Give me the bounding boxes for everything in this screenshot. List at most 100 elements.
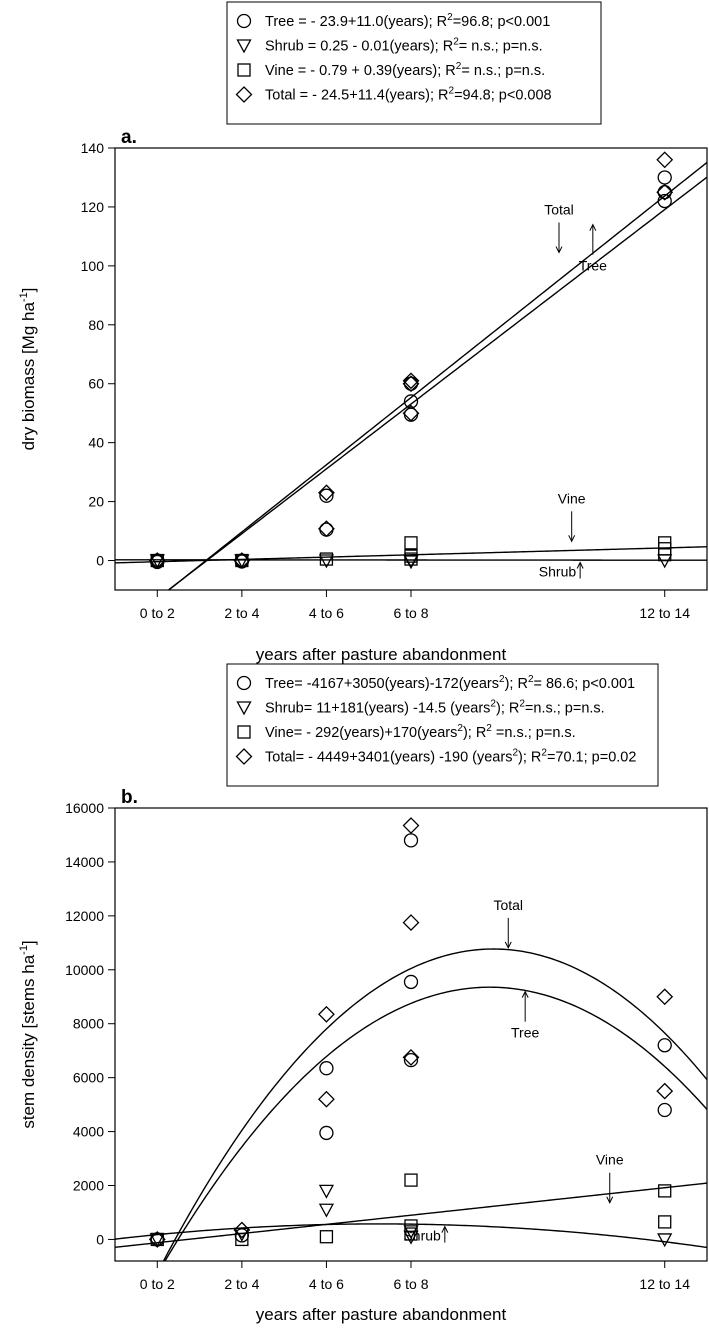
series-vine <box>150 1173 672 1247</box>
legend-marker-triangle-down <box>236 701 252 716</box>
data-point-tree <box>657 185 672 200</box>
annotation-arrowhead <box>555 246 563 254</box>
y-tick-label: 14000 <box>65 854 104 870</box>
y-tick-label: 16000 <box>65 800 104 816</box>
annotation-label: Shrub <box>539 564 577 580</box>
data-point-total <box>402 1049 420 1066</box>
data-point-total <box>318 520 335 538</box>
annotation-label: Vine <box>558 490 586 506</box>
legend-marker-diamond <box>235 86 253 103</box>
data-point-vine <box>404 1227 418 1241</box>
legend-marker-circle <box>236 13 252 29</box>
annotation-label: Total <box>544 202 574 218</box>
data-point-tree <box>403 974 419 990</box>
data-point-tree <box>657 1038 672 1053</box>
data-point-vine <box>319 1230 334 1244</box>
data-point-total <box>318 484 335 502</box>
data-point-vine <box>658 1215 672 1229</box>
legend-box <box>226 1 602 125</box>
legend-entry: Shrub= 11+181(years) -14.5 (years2​); R2… <box>265 699 605 717</box>
panel-label: b. <box>121 787 138 808</box>
data-point-tree <box>657 193 672 209</box>
series-vine <box>150 536 672 568</box>
annotation-label: Vine <box>596 1152 624 1168</box>
annotation-arrowhead <box>504 941 512 950</box>
legend-marker-square <box>237 725 251 739</box>
chart-panel-b: Tree= -4167+3050(years)-172(years2​); R2… <box>18 663 708 1324</box>
data-point-tree <box>657 170 672 185</box>
annotation-arrowhead <box>589 223 597 231</box>
data-point-total <box>233 1221 251 1239</box>
data-point-total <box>402 817 420 834</box>
legend-marker-circle <box>236 675 252 691</box>
x-tick-label: 0 to 2 <box>140 1276 175 1292</box>
data-point-shrub <box>318 1184 335 1199</box>
data-point-shrub <box>318 554 335 569</box>
fit-line-total <box>167 161 707 590</box>
series-total <box>148 151 674 569</box>
data-point-vine <box>404 1219 418 1233</box>
data-point-vine <box>658 1184 672 1198</box>
data-point-total <box>402 372 420 390</box>
annotation-label: Tree <box>579 258 607 274</box>
annotation-vine: Vine <box>558 490 586 543</box>
data-point-vine <box>235 1232 249 1247</box>
data-point-tree <box>403 376 419 391</box>
y-axis-label: stem density [stems ha-1] <box>18 940 38 1128</box>
annotation-shrub: Shrub <box>403 1225 449 1244</box>
y-axis-label: dry biomass [Mg ha-1] <box>18 288 38 451</box>
data-point-tree <box>319 1061 334 1076</box>
legend-entry: Tree= -4167+3050(years)-172(years2​); R2… <box>265 674 635 692</box>
data-point-vine <box>404 552 418 566</box>
fit-line-vine <box>115 1182 707 1248</box>
y-tick-label: 4000 <box>73 1124 104 1140</box>
y-tick-label: 80 <box>88 317 104 333</box>
data-point-shrub <box>318 1203 335 1218</box>
annotation-arrowhead <box>441 1225 449 1233</box>
data-point-total <box>402 914 420 932</box>
x-tick-label: 12 to 14 <box>639 605 690 621</box>
y-tick-label: 2000 <box>73 1178 104 1194</box>
y-tick-label: 120 <box>81 199 105 215</box>
legend-box <box>226 663 659 787</box>
fit-line-tree <box>164 986 707 1261</box>
legend-marker-triangle-down <box>236 39 252 54</box>
legend-marker-diamond <box>235 748 253 765</box>
data-point-tree <box>657 1102 672 1118</box>
data-point-total <box>318 1090 335 1108</box>
legend-entry: Tree = - 23.9+11.0(years); R2​=96.8; p<0… <box>265 12 550 30</box>
fit-lines <box>115 948 707 1261</box>
y-tick-label: 10000 <box>65 962 104 978</box>
data-point-total <box>402 404 420 422</box>
annotation-label: Total <box>493 897 523 913</box>
fit-line-total <box>162 948 707 1261</box>
annotation-shrub: Shrub <box>539 561 584 580</box>
y-tick-label: 6000 <box>73 1070 104 1086</box>
legend: Tree= -4167+3050(years)-172(years2​); R2… <box>226 663 659 787</box>
data-point-total <box>656 151 674 169</box>
legend-marker-square <box>237 63 251 77</box>
plot-area <box>114 147 708 591</box>
annotation-total: Total <box>493 897 523 950</box>
data-point-vine <box>150 553 164 568</box>
x-tick-label: 0 to 2 <box>140 605 175 621</box>
y-tick-label: 20 <box>88 494 104 510</box>
x-tick-label: 12 to 14 <box>639 1276 690 1292</box>
data-point-total <box>402 375 420 393</box>
legend-entry: Shrub = 0.25 - 0.01(years); R2​= n.s.; p… <box>265 37 543 55</box>
data-point-total <box>656 988 674 1006</box>
x-axis-label: years after pasture abandonment <box>256 645 507 664</box>
data-point-total <box>656 1082 674 1100</box>
data-point-total <box>656 183 674 201</box>
y-tick-label: 140 <box>81 140 105 156</box>
data-point-vine <box>404 1173 418 1187</box>
y-tick-label: 12000 <box>65 908 104 924</box>
y-tick-label: 8000 <box>73 1016 104 1032</box>
x-tick-label: 4 to 6 <box>309 605 344 621</box>
legend-entry: Total= - 4449+3401(years) -190 (years2​)… <box>265 748 636 766</box>
data-point-tree <box>403 833 419 848</box>
annotation-vine: Vine <box>596 1152 624 1204</box>
data-point-vine <box>658 547 672 562</box>
data-point-total <box>148 552 166 569</box>
